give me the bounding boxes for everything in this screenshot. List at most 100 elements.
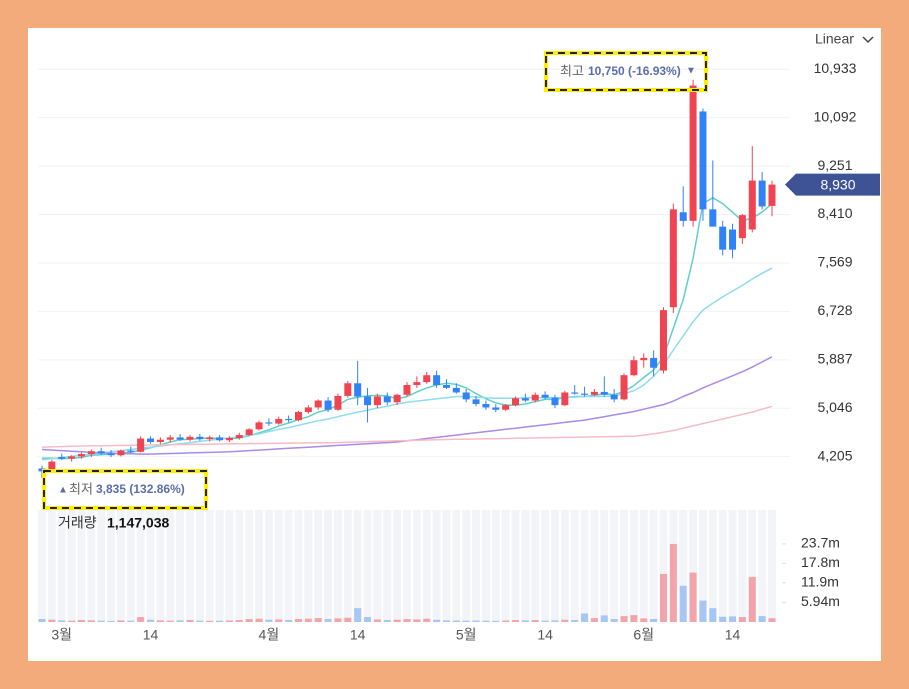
volume-bar xyxy=(689,572,697,622)
y-tick-label: 10,092 xyxy=(814,108,857,124)
candle-body xyxy=(679,212,687,221)
volume-bar xyxy=(748,576,756,622)
volume-bar xyxy=(669,543,677,622)
volume-tick-label: 11.9m xyxy=(801,574,839,590)
volume-stripe xyxy=(649,510,658,622)
volume-stripe xyxy=(245,510,254,622)
candle-body xyxy=(334,395,342,410)
candle-body xyxy=(581,393,589,395)
candle-body xyxy=(186,436,194,440)
candle-body xyxy=(561,392,569,406)
candle-body xyxy=(294,412,302,421)
scale-menu[interactable]: Linear xyxy=(815,31,874,47)
volume-bar xyxy=(630,615,638,622)
volume-bar xyxy=(383,620,391,622)
volume-bar xyxy=(176,620,184,622)
volume-bar xyxy=(186,620,194,622)
volume-bar xyxy=(452,620,460,622)
volume-bar xyxy=(107,621,115,622)
volume-stripe xyxy=(590,510,599,622)
volume-stripe xyxy=(38,510,46,622)
candle-body xyxy=(97,451,105,454)
volume-stripe xyxy=(146,510,155,622)
candle-body xyxy=(512,398,520,406)
volume-stripe xyxy=(67,510,76,622)
volume-stripe xyxy=(403,510,411,622)
volume-bar xyxy=(709,608,717,622)
candle-body xyxy=(423,375,431,383)
volume-stripe xyxy=(620,510,629,622)
volume-bar xyxy=(393,619,401,622)
highlight-box-dash xyxy=(43,470,207,509)
volume-stripe xyxy=(294,510,303,622)
volume-bar xyxy=(137,617,145,622)
volume-bar xyxy=(235,620,243,622)
volume-caption-value: 1,147,038 xyxy=(107,515,169,531)
volume-stripe xyxy=(728,510,737,622)
volume-bar xyxy=(58,620,66,622)
candle-body xyxy=(669,209,677,308)
volume-stripe xyxy=(324,510,333,622)
volume-bar xyxy=(344,617,352,622)
volume-stripe xyxy=(156,510,165,622)
volume-stripe xyxy=(215,510,224,622)
high-marker: ▼ xyxy=(686,66,696,77)
volume-bar xyxy=(216,620,224,622)
volume-stripe xyxy=(373,510,382,622)
volume-stripe xyxy=(531,510,540,622)
candle-body xyxy=(442,384,450,388)
candle-body xyxy=(77,454,85,457)
candle-body xyxy=(689,85,697,221)
volume-bar xyxy=(433,619,441,622)
candle-body xyxy=(729,229,737,250)
volume-bar xyxy=(679,585,687,622)
volume-bar xyxy=(314,618,322,622)
volume-stripe xyxy=(501,510,510,622)
volume-bar xyxy=(758,616,766,622)
volume-bar xyxy=(206,620,214,622)
moving-average-line xyxy=(41,405,773,448)
volume-bar xyxy=(265,619,273,622)
candle-body xyxy=(107,453,115,456)
volume-stripe xyxy=(462,510,471,622)
scale-label[interactable]: Linear xyxy=(815,31,854,47)
volume-bar xyxy=(373,619,381,622)
volume-bar xyxy=(413,619,421,622)
volume-bar xyxy=(571,620,579,622)
volume-stripe xyxy=(126,510,135,622)
volume-stripe xyxy=(708,510,717,622)
y-tick-label: 4,205 xyxy=(817,447,852,463)
volume-stripe xyxy=(452,510,461,622)
volume-stripe xyxy=(422,510,431,622)
candle-body xyxy=(166,437,174,440)
candle-body xyxy=(492,407,500,410)
candle-body xyxy=(640,357,648,361)
volume-bar xyxy=(482,620,490,622)
chevron[interactable] xyxy=(862,36,874,44)
candle-body xyxy=(393,394,401,403)
candle-body xyxy=(571,392,579,394)
candle-body xyxy=(285,418,293,421)
highlight-box-dash xyxy=(545,52,707,91)
volume-bar xyxy=(423,618,431,622)
x-tick-label: 14 xyxy=(725,627,741,643)
volume-stripe xyxy=(264,510,273,622)
candle-body xyxy=(413,382,421,385)
last-price-tag xyxy=(785,173,880,196)
candle-body xyxy=(275,418,283,424)
x-tick-label: 14 xyxy=(537,627,553,643)
candle-body xyxy=(373,396,381,406)
volume-stripe xyxy=(748,510,757,622)
volume-bar xyxy=(610,619,618,622)
volume-stripe xyxy=(511,510,520,622)
volume-stripe xyxy=(442,510,451,622)
volume-bar xyxy=(156,620,164,622)
volume-stripe xyxy=(570,510,579,622)
x-tick-label: 6월 xyxy=(633,627,654,643)
volume-bar xyxy=(738,617,746,622)
volume-stripe xyxy=(481,510,490,622)
volume-stripe xyxy=(738,510,747,622)
y-tick-label: 7,569 xyxy=(817,254,852,270)
high-label: 최고 xyxy=(560,63,584,78)
candle-body xyxy=(452,387,460,393)
